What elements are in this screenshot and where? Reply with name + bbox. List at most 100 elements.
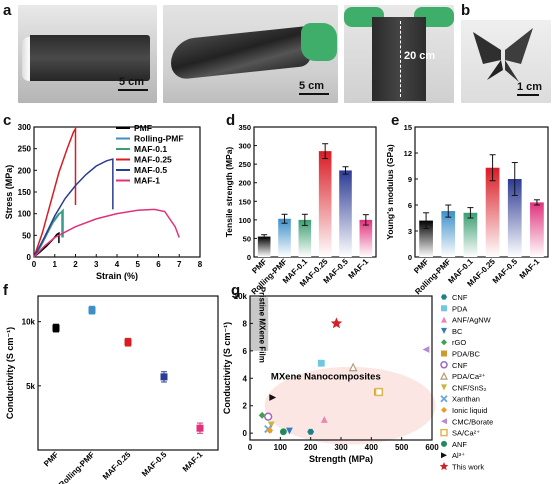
film-strip bbox=[30, 35, 150, 81]
scale-label: 1 cm bbox=[517, 81, 543, 93]
bar bbox=[485, 167, 500, 257]
pristine-mxene-bar bbox=[250, 297, 269, 351]
scale-bar bbox=[517, 94, 539, 96]
x-tick-label: 3 bbox=[94, 260, 99, 269]
y-tick-label: 0 bbox=[247, 253, 251, 262]
x-tick-label: 500 bbox=[395, 443, 409, 452]
y-tick-label: 8 bbox=[243, 319, 248, 328]
y-tick-label: 2 bbox=[243, 402, 248, 411]
x-axis-label: Strength (MPa) bbox=[309, 454, 373, 464]
y-tick-label: 0 bbox=[27, 253, 32, 262]
bar bbox=[530, 202, 544, 257]
y-axis-label: Stress (MPa) bbox=[4, 165, 14, 220]
data-point bbox=[52, 324, 60, 332]
large-film bbox=[372, 17, 426, 101]
bar bbox=[298, 219, 312, 257]
y-tick-label: 0 bbox=[408, 253, 412, 262]
data-point bbox=[267, 421, 275, 429]
panel-label-g: g bbox=[231, 282, 241, 299]
region-label: MXene Nanocomposites bbox=[271, 372, 381, 383]
data-point bbox=[124, 338, 132, 346]
photo-large-film: 20 cm bbox=[344, 5, 454, 103]
legend-label: PDA/Ca²⁺ bbox=[452, 372, 486, 381]
legend-label: SA/Ca²⁺ bbox=[452, 429, 480, 438]
plot-frame bbox=[37, 295, 219, 451]
legend-label: MAF-0.5 bbox=[134, 165, 167, 175]
y-tick-label: 15 bbox=[404, 123, 412, 132]
data-point bbox=[441, 305, 447, 312]
legend-label: PMF bbox=[134, 123, 152, 133]
data-point bbox=[160, 373, 168, 381]
photo-bent-film: 5 cm bbox=[163, 5, 338, 103]
y-tick-label: 250 bbox=[18, 145, 32, 154]
data-point bbox=[441, 407, 447, 413]
panel-label-e: e bbox=[391, 112, 400, 129]
data-point bbox=[441, 350, 447, 357]
x-tick-label: 200 bbox=[304, 443, 318, 452]
legend-label: PDA/BC bbox=[452, 350, 481, 359]
bar bbox=[278, 218, 291, 257]
data-point bbox=[441, 339, 447, 346]
x-tick-label: 0 bbox=[248, 443, 253, 452]
bar bbox=[463, 212, 478, 257]
x-tick-label: 300 bbox=[334, 443, 348, 452]
legend-label: Rolling-PMF bbox=[134, 134, 184, 144]
data-point bbox=[88, 306, 96, 314]
butterfly-icon bbox=[473, 28, 533, 82]
y-tick-label: 350 bbox=[238, 123, 251, 132]
y-tick-label: 300 bbox=[18, 123, 32, 132]
data-point bbox=[439, 462, 449, 471]
data-point bbox=[269, 394, 277, 401]
data-point bbox=[320, 416, 328, 423]
legend-label: This work bbox=[452, 463, 484, 472]
x-tick-label: 1 bbox=[53, 260, 58, 269]
legend-label: ANF/AgNW bbox=[452, 316, 492, 325]
nanocomposite-region bbox=[264, 366, 436, 445]
y-tick-label: 100 bbox=[238, 216, 251, 225]
legend-label: CNF bbox=[452, 361, 468, 370]
data-point bbox=[422, 346, 430, 353]
x-tick-label: 5 bbox=[136, 260, 141, 269]
legend-label: MAF-1 bbox=[134, 176, 160, 186]
legend-label: Al³⁺ bbox=[452, 451, 465, 460]
data-point bbox=[317, 359, 325, 367]
data-point bbox=[441, 384, 447, 391]
y-tick-label: 10k bbox=[234, 292, 248, 301]
legend-label: CNF bbox=[452, 293, 468, 302]
data-point bbox=[441, 327, 447, 334]
series-line bbox=[33, 158, 114, 258]
data-point bbox=[440, 361, 448, 369]
series-line bbox=[33, 208, 180, 258]
series-line bbox=[33, 208, 64, 258]
x-tick-label: 0 bbox=[32, 260, 37, 269]
dimension-label: 20 cm bbox=[404, 50, 436, 62]
bar bbox=[419, 220, 433, 257]
plot-frame bbox=[253, 126, 377, 258]
scale-bar bbox=[118, 89, 148, 91]
y-tick-label: 100 bbox=[18, 210, 32, 219]
y-tick-label: 9 bbox=[408, 175, 412, 184]
photo-rolled-film: 5 cm bbox=[18, 5, 157, 103]
data-point bbox=[441, 418, 447, 425]
panel-label-f: f bbox=[3, 282, 8, 299]
x-tick-label: 8 bbox=[198, 260, 203, 269]
legend-label: MAF-0.1 bbox=[134, 144, 167, 154]
x-tick-label: 400 bbox=[365, 443, 379, 452]
plot-frame bbox=[414, 126, 549, 258]
y-tick-label: 150 bbox=[18, 188, 32, 197]
data-point bbox=[264, 412, 273, 421]
legend-label: PDA bbox=[452, 304, 467, 313]
data-point bbox=[441, 452, 447, 459]
panel-label-b: b bbox=[461, 2, 471, 19]
y-axis-label: Young's modulus (GPa) bbox=[385, 144, 395, 240]
y-axis-label: Conductivity (S cm⁻¹) bbox=[5, 327, 15, 419]
y-tick-label: 0 bbox=[243, 429, 248, 438]
y-tick-label: 150 bbox=[238, 197, 251, 206]
bar bbox=[339, 170, 352, 257]
y-tick-label: 5k bbox=[26, 382, 35, 391]
x-tick-label: 4 bbox=[115, 260, 120, 269]
x-tick-label: 100 bbox=[274, 443, 288, 452]
